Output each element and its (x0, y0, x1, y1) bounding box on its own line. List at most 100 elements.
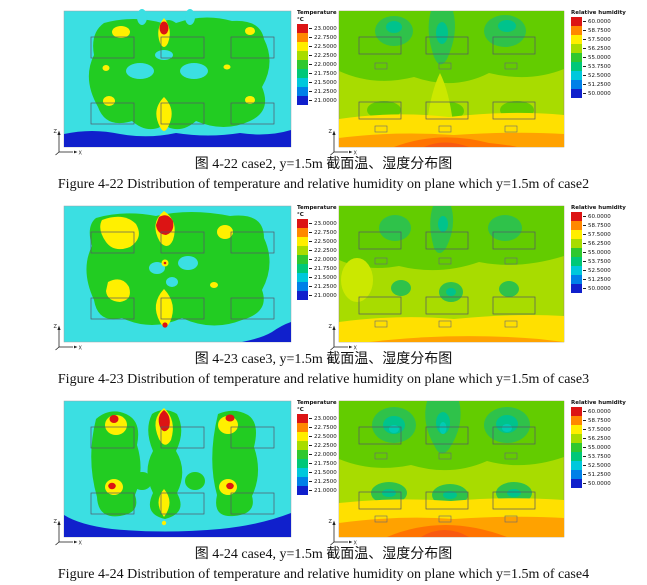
legend-tick-label: 55.0000 (588, 54, 611, 61)
legend-tick-label: 21.0000 (314, 97, 337, 104)
room-outline (358, 296, 402, 315)
legend-tick-label: 21.5000 (314, 274, 337, 281)
legend-tick (309, 55, 312, 56)
legend-tick (583, 84, 586, 85)
legend-color-swatch (571, 44, 582, 53)
legend-color-swatch (297, 450, 308, 459)
legend-row: 58.7500 (571, 416, 611, 425)
legend-tick-label: 22.7500 (314, 34, 337, 41)
legend-color-swatch (297, 228, 308, 237)
legend-tick (583, 234, 586, 235)
legend-tick (309, 295, 312, 296)
legend-color-swatch (571, 407, 582, 416)
legend-row: 50.0000 (571, 89, 611, 98)
legend-tick-label: 21.7500 (314, 460, 337, 467)
legend-color-swatch (297, 486, 308, 495)
humidity-legend: Relative humidity 60.0000 58.7500 57.5000 56… (571, 205, 626, 293)
legend-color-swatch (297, 237, 308, 246)
legend-color-swatch (571, 452, 582, 461)
legend-title: Temperature (297, 205, 337, 211)
legend-tick-label: 55.0000 (588, 444, 611, 451)
legend-color-swatch (571, 434, 582, 443)
legend-tick-label: 53.7500 (588, 258, 611, 265)
legend-row: 22.0000 (297, 60, 337, 69)
vent-outline (438, 320, 452, 328)
legend-tick-label: 60.0000 (588, 18, 611, 25)
axis-triad: ZX (329, 324, 358, 352)
legend-color-swatch (297, 96, 308, 105)
legend-tick-label: 21.2500 (314, 88, 337, 95)
legend-row: 22.2500 (297, 246, 337, 255)
legend-tick-label: 51.2500 (588, 471, 611, 478)
legend-tick (583, 48, 586, 49)
legend-title: Relative humidity (571, 10, 626, 16)
legend-tick (309, 427, 312, 428)
legend-tick (583, 21, 586, 22)
vent-outline (374, 452, 388, 460)
legend-tick-label: 23.0000 (314, 220, 337, 227)
legend-title: Temperature (297, 400, 337, 406)
vent-outline (438, 515, 452, 523)
room-outline (160, 102, 205, 125)
legend-tick-label: 51.2500 (588, 81, 611, 88)
legend-tick (309, 28, 312, 29)
legend-color-swatch (571, 53, 582, 62)
legend-row: 21.2500 (297, 87, 337, 96)
temperature-contour-case4: ZX (54, 400, 292, 547)
temperature-legend: Temperature °C 23.0000 22.7500 22.5000 22.250… (297, 205, 337, 300)
legend-subtitle: °C (297, 17, 304, 23)
legend-tick-label: 58.7500 (588, 27, 611, 34)
legend-row: 51.2500 (571, 470, 611, 479)
legend-tick-label: 22.0000 (314, 256, 337, 263)
room-outline (358, 426, 402, 445)
legend-tick-label: 23.0000 (314, 415, 337, 422)
legend-row: 56.2500 (571, 239, 611, 248)
legend-tick-label: 22.0000 (314, 451, 337, 458)
legend-tick-label: 53.7500 (588, 453, 611, 460)
legend-color-swatch (571, 26, 582, 35)
legend-tick (309, 286, 312, 287)
caption-chinese: 图 4-22 case2, y=1.5m 截面温、湿度分布图 (194, 157, 453, 172)
room-outline (492, 296, 536, 315)
legend-row: 57.5000 (571, 230, 611, 239)
vent-outline (438, 62, 452, 70)
legend-tick (309, 463, 312, 464)
room-outline (160, 426, 205, 449)
legend-row: 52.5000 (571, 71, 611, 80)
humidity-contour-case3: ZX (329, 205, 565, 352)
legend-tick-label: 57.5000 (588, 231, 611, 238)
legend-tick-label: 22.2500 (314, 52, 337, 59)
caption-chinese: 图 4-23 case3, y=1.5m 截面温、湿度分布图 (194, 352, 453, 367)
legend-row: 21.0000 (297, 486, 337, 495)
legend-tick-label: 57.5000 (588, 426, 611, 433)
legend-color-swatch (297, 414, 308, 423)
legend-tick (583, 438, 586, 439)
room-outline (425, 491, 469, 510)
legend-tick (309, 241, 312, 242)
legend-color-swatch (571, 71, 582, 80)
room-outlines (90, 426, 275, 515)
legend-row: 56.2500 (571, 44, 611, 53)
legend-tick (583, 447, 586, 448)
legend-color-swatch (571, 230, 582, 239)
vent-outline (504, 320, 518, 328)
legend-color-swatch (297, 78, 308, 87)
room-outline (358, 101, 402, 120)
room-outline (492, 491, 536, 510)
legend-tick (583, 474, 586, 475)
legend-color-swatch (571, 221, 582, 230)
room-outline (492, 36, 536, 55)
legend-color-swatch (297, 42, 308, 51)
legend-tick-label: 22.5000 (314, 238, 337, 245)
legend-tick-label: 50.0000 (588, 285, 611, 292)
legend-tick (583, 75, 586, 76)
room-outline (160, 231, 205, 254)
legend-tick-label: 22.5000 (314, 43, 337, 50)
legend-row: 56.2500 (571, 434, 611, 443)
legend-color-swatch (571, 62, 582, 71)
legend-tick (583, 57, 586, 58)
vent-outline (374, 125, 388, 133)
legend-tick (583, 429, 586, 430)
room-outline (230, 492, 275, 515)
legend-color-swatch (571, 275, 582, 284)
